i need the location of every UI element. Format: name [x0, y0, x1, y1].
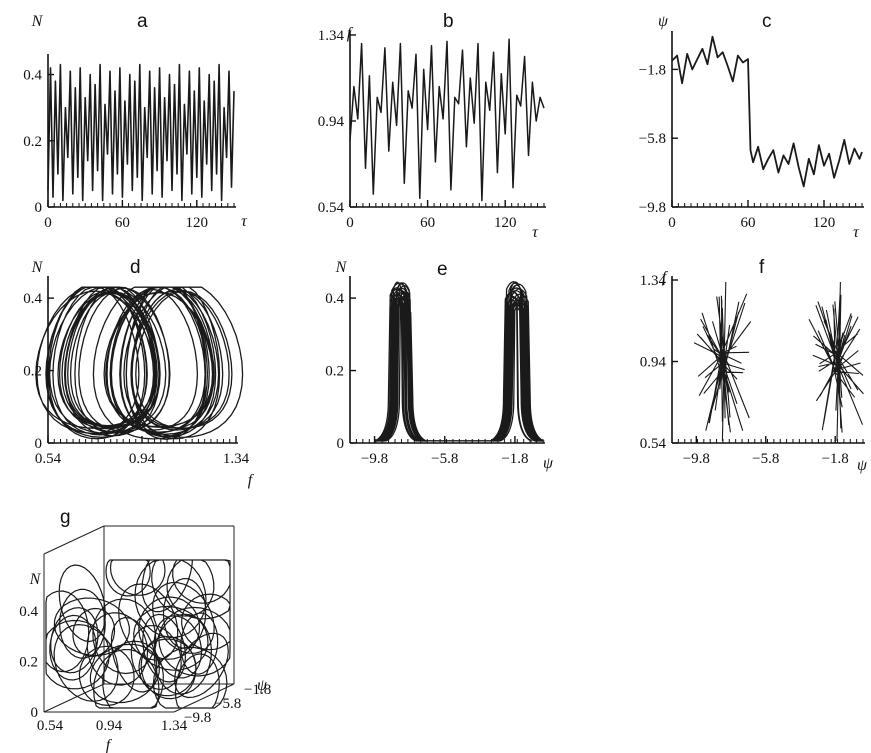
y-tick-label: 0.2: [23, 364, 42, 380]
y-tick-label: 0.94: [640, 355, 667, 371]
y-tick-label: 0.4: [325, 291, 344, 307]
x-axis-label: f: [248, 472, 255, 489]
x-tick-label: 120: [494, 215, 517, 231]
phase-trajectory-3d: [45, 559, 231, 709]
z-tick-label: −9.8: [184, 710, 211, 726]
y-tick-label: 0.2: [23, 134, 42, 150]
y-tick-label: 1.34: [318, 28, 345, 44]
z-tick-label: −1.8: [244, 682, 271, 698]
y-axis-label: N: [31, 13, 44, 30]
x-tick-label: 1.34: [223, 451, 250, 467]
y-tick-label: 0.2: [325, 364, 344, 380]
panel-label: f: [759, 257, 765, 278]
z-tick-label: −5.8: [214, 696, 241, 712]
y-tick-label: 0.94: [318, 114, 345, 130]
panel-a: a 0 60 120 0 0.2 0.4 τ N: [23, 11, 248, 231]
y-tick-label: −9.8: [639, 200, 666, 216]
z-axis-label: ψ: [257, 677, 268, 694]
panel-d: d 0.54 0.94 1.34 0 0.2 0.4 f N: [23, 257, 255, 489]
panel-label: c: [762, 11, 772, 32]
phase-trajectory: [35, 286, 244, 440]
y-tick-label: −1.8: [639, 62, 666, 78]
x-axis-label: τ: [853, 224, 860, 241]
panel-g: g 0 0.2 0.4 N 0.54 0.94 1.34 f −9.8−5.8−1.8ψ: [19, 507, 271, 753]
x-tick-label: 120: [813, 215, 836, 231]
x-axis-label: f: [106, 737, 113, 753]
x-axis-label: ψ: [543, 455, 554, 472]
y-tick-label: 0: [35, 436, 43, 452]
x-tick-label: −9.8: [361, 451, 388, 467]
y-tick-label: 0.54: [318, 200, 345, 216]
y-tick-label: 0.4: [23, 291, 42, 307]
x-tick-label: 60: [741, 215, 756, 231]
y-axis-label: ψ: [658, 13, 669, 30]
x-tick-label: 0: [44, 215, 52, 231]
box-edge: [43, 525, 105, 555]
x-tick-label: 120: [186, 215, 209, 231]
phase-trajectory: [693, 281, 864, 442]
x-tick-label: 0.94: [129, 451, 156, 467]
x-tick-label: 1.34: [161, 718, 188, 734]
x-axis-label: τ: [241, 213, 248, 230]
x-tick-label: −1.8: [822, 451, 849, 467]
y-tick-label: 0: [35, 200, 43, 216]
x-axis-label: τ: [532, 224, 539, 241]
x-tick-label: 0: [668, 215, 676, 231]
panel-label: e: [437, 259, 448, 280]
y-axis-label: N: [29, 571, 42, 588]
y-tick-label: 0.4: [23, 68, 42, 84]
panel-label: g: [60, 507, 71, 528]
x-axis-label: ψ: [857, 457, 868, 474]
data-series-line: [47, 63, 235, 202]
x-tick-label: 0.94: [96, 718, 123, 734]
panel-label: d: [130, 257, 141, 278]
panel-label: a: [137, 11, 148, 32]
panel-e: e −9.8 −5.8 −1.8 0 0.2 0.4 ψ N: [325, 259, 554, 472]
data-series-line: [349, 38, 545, 202]
y-tick-label: 0.2: [19, 654, 38, 670]
panel-label: b: [443, 11, 454, 32]
phase-trajectory: [374, 281, 545, 442]
y-axis-label: f: [347, 25, 354, 42]
y-tick-label: −5.8: [639, 131, 666, 147]
y-axis-label: N: [335, 259, 348, 276]
x-tick-label: −1.8: [501, 451, 528, 467]
x-tick-label: 0: [346, 215, 354, 231]
y-tick-label: 1.34: [640, 273, 667, 289]
panel-f: f −9.8 −5.8 −1.8 0.54 0.94 1.34 ψ f: [640, 257, 868, 474]
x-tick-label: −9.8: [683, 451, 710, 467]
x-tick-label: −5.8: [752, 451, 779, 467]
y-axis-label: N: [31, 259, 44, 276]
y-tick-label: 0: [31, 705, 39, 721]
box-edge: [173, 683, 235, 713]
y-axis-label: f: [662, 269, 669, 286]
data-series-line: [671, 35, 863, 188]
panel-b: b 0 60 120 0.54 0.94 1.34 τ f: [318, 11, 546, 241]
y-tick-label: 0.54: [640, 436, 667, 452]
y-tick-label: 0: [337, 436, 345, 452]
x-tick-label: −5.8: [431, 451, 458, 467]
x-tick-label: 60: [115, 215, 130, 231]
x-tick-label: 0.54: [37, 718, 64, 734]
y-tick-label: 0.4: [19, 604, 38, 620]
x-tick-label: 60: [420, 215, 435, 231]
x-tick-label: 0.54: [35, 451, 62, 467]
panel-c: c 0 60 120 −1.8 −5.8 −9.8 τ ψ: [639, 11, 864, 241]
